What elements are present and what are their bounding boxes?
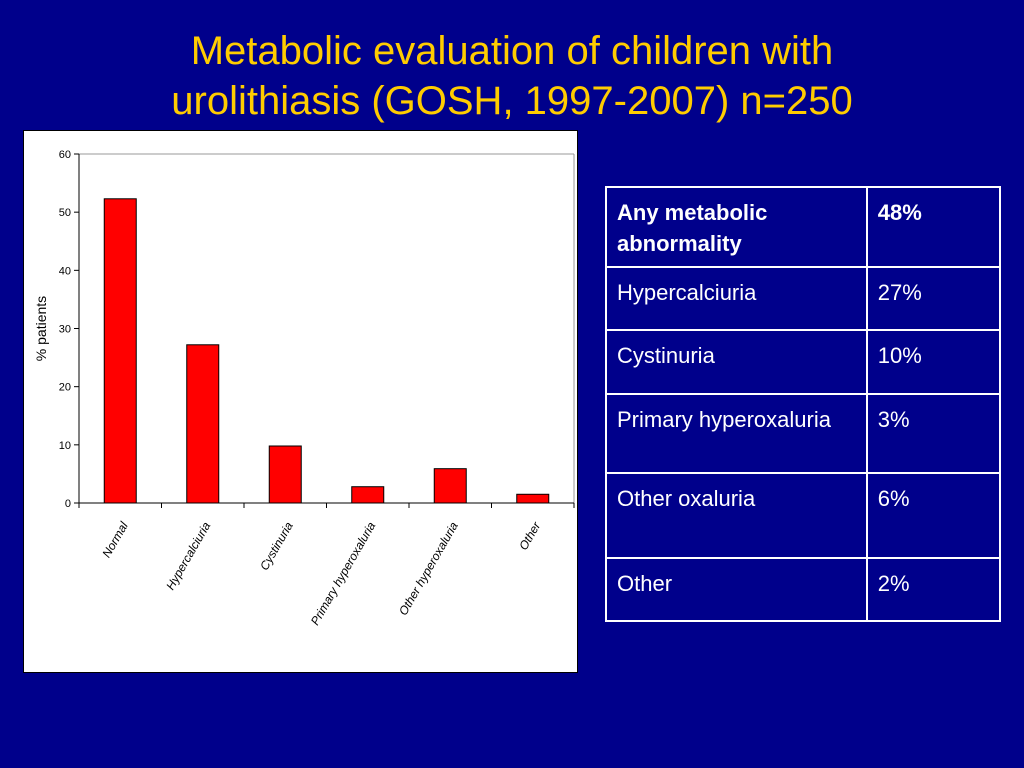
table-cell-label: Any metabolic abnormality xyxy=(605,186,868,268)
table-row: Other 2% xyxy=(605,557,1002,622)
bar-other-hyperoxaluria xyxy=(433,468,467,504)
y-tick-label: 50 xyxy=(59,207,71,219)
bar-chart-panel: 0 10 20 30 40 50 60 % patients Normal Hypercalciu… xyxy=(23,130,578,673)
table-cell-label: Cystinuria xyxy=(605,329,868,395)
bar-cystinuria xyxy=(268,445,302,504)
x-category-label: Other hyperoxaluria xyxy=(396,519,461,618)
x-category-label: Primary hyperoxaluria xyxy=(308,519,379,627)
y-tick-label: 20 xyxy=(59,382,71,394)
metabolic-abnormality-table: Any metabolic abnormality 48% Hypercalci… xyxy=(605,186,1002,622)
bar-primary-hyperoxaluria xyxy=(351,486,385,504)
table-row: Other oxaluria 6% xyxy=(605,472,1002,559)
table-row: Cystinuria 10% xyxy=(605,329,1002,395)
y-tick-label: 0 xyxy=(65,498,71,510)
bar-normal xyxy=(103,198,137,504)
x-category-label: Normal xyxy=(99,519,131,560)
table-cell-label: Primary hyperoxaluria xyxy=(605,393,868,474)
bar-hypercalciuria xyxy=(186,344,220,504)
bar-other xyxy=(516,493,550,504)
x-category-label: Hypercalciuria xyxy=(163,519,213,592)
x-category-label: Other xyxy=(516,519,544,553)
table-row: Any metabolic abnormality 48% xyxy=(605,186,1002,268)
table-cell-label: Other xyxy=(605,557,868,622)
bar-chart: 0 10 20 30 40 50 60 % patients Normal Hypercalciu… xyxy=(33,149,575,628)
table-cell-label: Hypercalciuria xyxy=(605,266,868,331)
table-cell-value: 27% xyxy=(865,266,1002,331)
table-row: Hypercalciuria 27% xyxy=(605,266,1002,331)
y-axis-title: % patients xyxy=(33,296,49,361)
table-cell-value: 3% xyxy=(865,393,1002,474)
y-tick-label: 40 xyxy=(59,265,71,277)
x-category-label: Cystinuria xyxy=(257,519,296,572)
y-tick-label: 30 xyxy=(59,324,71,336)
y-tick-label: 10 xyxy=(59,440,71,452)
slide-title-line-1: Metabolic evaluation of children with xyxy=(190,29,834,73)
table-cell-value: 10% xyxy=(865,329,1002,395)
table-cell-value: 2% xyxy=(865,557,1002,622)
slide-title: Metabolic evaluation of children with ur… xyxy=(0,26,1024,126)
y-tick-label: 60 xyxy=(59,149,71,161)
table-cell-value: 6% xyxy=(865,472,1002,559)
table-cell-label: Other oxaluria xyxy=(605,472,868,559)
table-cell-value: 48% xyxy=(865,186,1002,268)
table-row: Primary hyperoxaluria 3% xyxy=(605,393,1002,474)
slide-title-line-2: urolithiasis (GOSH, 1997-2007) n=250 xyxy=(171,79,853,123)
